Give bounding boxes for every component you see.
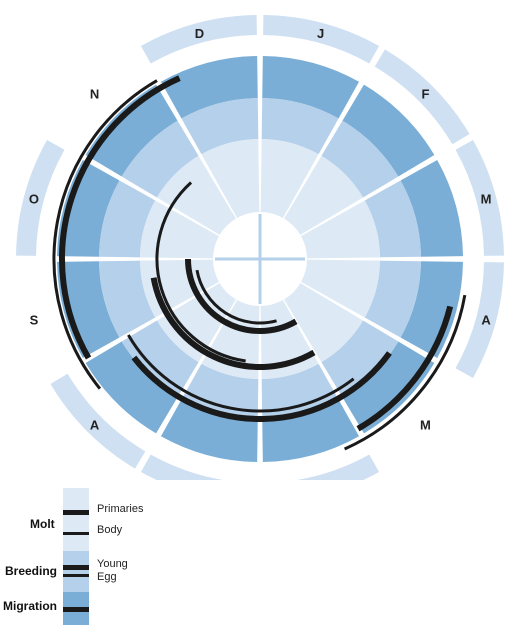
molt-sector <box>156 155 236 235</box>
month-labels: J F M A M J J A S O N D <box>29 26 492 480</box>
month-label: A <box>90 417 100 432</box>
breeding-sector <box>261 98 339 155</box>
migration-track-spring <box>356 305 454 432</box>
month-label: F <box>421 87 429 102</box>
molt-track-primaries <box>155 181 246 363</box>
molt-sector <box>140 200 219 259</box>
month-band <box>374 373 470 469</box>
month-band <box>374 49 470 145</box>
molt-track-body <box>185 258 298 334</box>
legend-breeding-label: Breeding <box>5 564 58 578</box>
legend-primaries-mark <box>63 510 89 515</box>
legend-egg-mark <box>63 574 89 577</box>
ring-sectors <box>16 15 504 480</box>
migration-sector <box>160 56 258 119</box>
migration-sector <box>400 261 463 359</box>
center-cross <box>215 214 305 304</box>
breeding-sector <box>121 320 199 398</box>
breeding-sector <box>99 260 156 338</box>
month-label: N <box>90 87 99 102</box>
legend-young-label: Young <box>97 558 128 570</box>
cycle-tracks <box>52 75 467 451</box>
month-band <box>140 454 224 480</box>
month-label: A <box>481 313 491 328</box>
migration-sector <box>57 159 120 257</box>
molt-sector <box>156 283 236 363</box>
month-label: J <box>196 478 203 480</box>
migration-track-spring-outer <box>343 294 467 451</box>
month-band <box>16 139 65 256</box>
month-label: M <box>481 191 492 206</box>
legend-egg-label: Egg <box>97 571 117 583</box>
migration-track-autumn-outer <box>52 79 158 390</box>
legend-migration-label: Migration <box>3 599 57 613</box>
migration-sector <box>85 341 178 434</box>
ring-separator <box>41 40 479 478</box>
legend-primaries-label: Primaries <box>97 503 144 515</box>
month-band <box>455 262 504 379</box>
molt-track-primaries-inner <box>150 277 316 370</box>
month-label: M <box>420 417 431 432</box>
migration-sector <box>262 399 360 462</box>
legend-young-mark <box>63 565 89 570</box>
month-band <box>455 139 504 256</box>
breeding-sector <box>321 120 399 198</box>
molt-sector <box>284 155 364 235</box>
molt-sector <box>260 139 319 218</box>
molt-sector <box>301 200 380 259</box>
month-label: D <box>195 26 204 41</box>
migration-track-autumn <box>59 75 181 360</box>
molt-sector <box>201 139 260 218</box>
legend: Molt Breeding Migration Primaries Body Y… <box>0 480 200 630</box>
month-band <box>50 49 146 145</box>
month-label: O <box>29 191 39 206</box>
breeding-sector <box>364 180 421 258</box>
month-label: J <box>317 26 324 41</box>
month-band <box>140 15 257 64</box>
breeding-track-egg <box>127 334 355 413</box>
molt-sector <box>301 259 380 318</box>
breeding-sector <box>321 320 399 398</box>
legend-breeding-swatch <box>63 551 89 592</box>
legend-molt-swatch <box>63 488 89 551</box>
month-label: S <box>30 313 39 328</box>
migration-sector <box>57 261 120 359</box>
month-band <box>50 373 146 469</box>
migration-sector <box>400 159 463 257</box>
migration-sector <box>85 84 178 177</box>
legend-molt-label: Molt <box>30 517 55 531</box>
legend-body-mark <box>63 532 89 535</box>
breeding-sector <box>99 180 156 258</box>
legend-body-label: Body <box>97 524 123 536</box>
migration-sector <box>262 56 360 119</box>
month-band <box>263 15 380 64</box>
migration-sector <box>342 84 435 177</box>
annual-cycle-wheel: J F M A M J J A S O N D <box>16 15 504 480</box>
migration-sector <box>342 341 435 434</box>
migration-sector <box>160 399 258 462</box>
molt-sector <box>284 283 364 363</box>
breeding-sector <box>364 260 421 338</box>
month-band <box>16 262 65 379</box>
legend-migration-mark <box>63 607 89 612</box>
breeding-sector <box>181 98 259 155</box>
molt-track-body-inner <box>195 269 277 325</box>
breeding-sector <box>121 120 199 198</box>
month-band <box>296 454 380 480</box>
breeding-track-young <box>131 351 392 422</box>
month-label: J <box>317 478 324 480</box>
